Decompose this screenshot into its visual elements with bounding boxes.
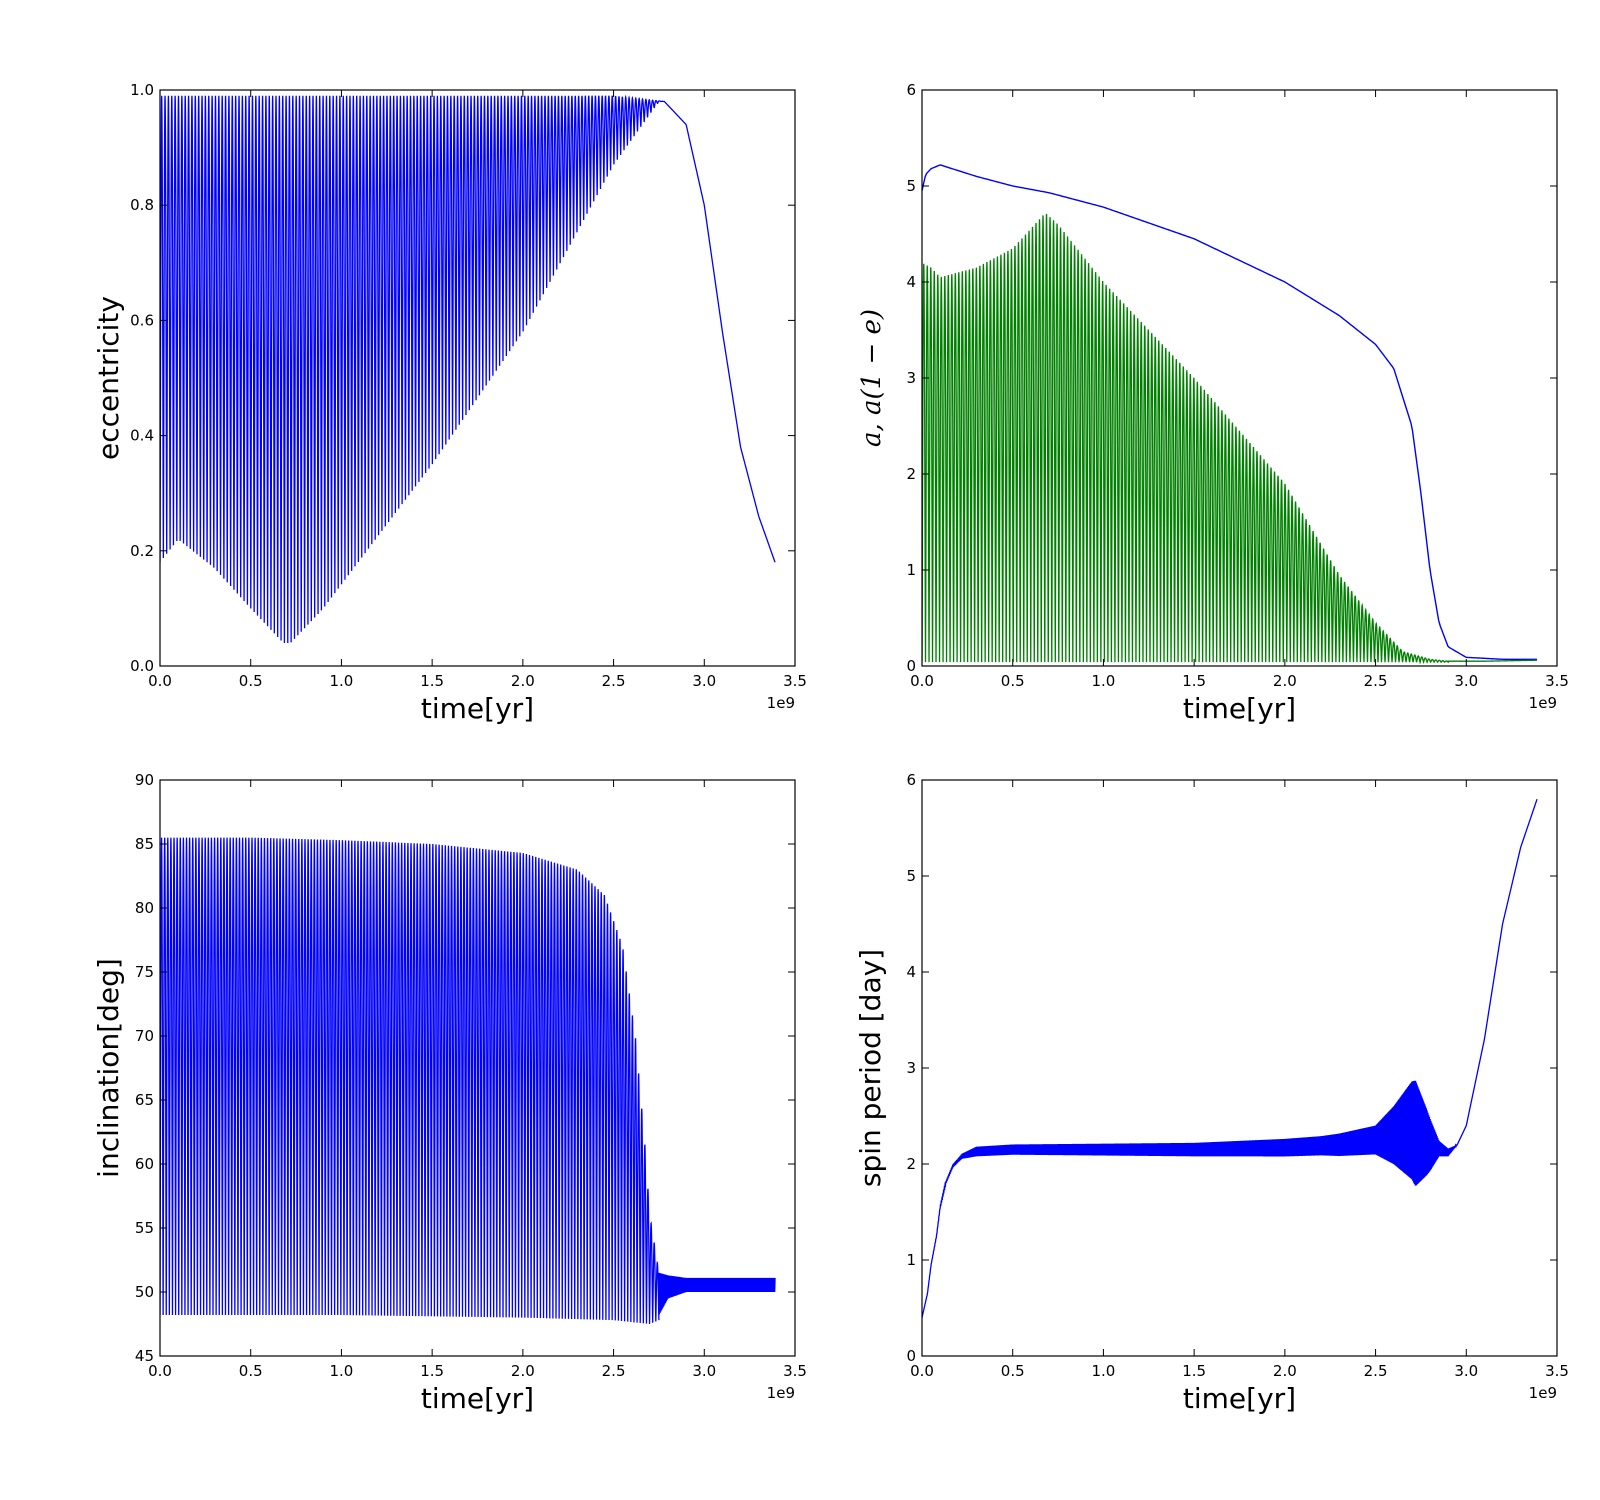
spin-period-xtick-label: 2.5 xyxy=(1364,1362,1388,1380)
semimajor-axis-ytick-label: 4 xyxy=(906,273,916,291)
spin-period-xtick-label: 3.0 xyxy=(1454,1362,1478,1380)
inclination-plot-area xyxy=(160,837,776,1324)
semimajor-axis-xtick-label: 3.5 xyxy=(1545,672,1569,690)
inclination-ytick-label: 55 xyxy=(135,1219,154,1237)
semimajor-axis-xtick-label: 1.0 xyxy=(1091,672,1115,690)
inclination-xtick-label: 3.0 xyxy=(692,1362,716,1380)
eccentricity-plot-area xyxy=(160,94,776,643)
inclination-axes-frame xyxy=(159,779,796,1357)
subplot-inclination: 0.0 0.5 1.0 1.5 2.0 2.5 3.0 3.5 45 50 55 60 65 70 75 80… xyxy=(92,771,807,1415)
semimajor-axis-ytick-label: 5 xyxy=(906,177,916,195)
spin-period-ytick-label: 1 xyxy=(906,1251,916,1269)
semimajor-axis-ytick-label: 0 xyxy=(906,657,916,675)
eccentricity-xtick-label: 1.0 xyxy=(329,672,353,690)
spin-period-ytick-label: 3 xyxy=(906,1059,916,1077)
inclination-ylabel: inclination[deg] xyxy=(92,958,125,1178)
inclination-xtick-label: 2.0 xyxy=(511,1362,535,1380)
spin-period-xtick-label: 3.5 xyxy=(1545,1362,1569,1380)
eccentricity-xtick-label: 1.5 xyxy=(420,672,444,690)
eccentricity-series-1-line xyxy=(160,94,776,643)
semimajor-axis-ylabel: a, a(1 − e) xyxy=(857,309,887,447)
inclination-xtick-label: 2.5 xyxy=(602,1362,626,1380)
eccentricity-ytick-label: 0.2 xyxy=(130,542,154,560)
semimajor-axis-series-1-line xyxy=(922,164,1538,660)
eccentricity-ytick-label: 0.6 xyxy=(130,311,154,329)
spin-period-xtick-label: 1.5 xyxy=(1182,1362,1206,1380)
inclination-xtick-label: 1.0 xyxy=(329,1362,353,1380)
eccentricity-axes-frame xyxy=(159,89,796,667)
inclination-series-1-line xyxy=(160,837,660,1324)
spin-period-ytick-label: 6 xyxy=(906,771,916,789)
semimajor-axis-xtick-label: 2.5 xyxy=(1364,672,1388,690)
semimajor-axis-x-offset-label: 1e9 xyxy=(1529,694,1557,712)
inclination-ytick-label: 70 xyxy=(135,1027,154,1045)
eccentricity-xlabel: time[yr] xyxy=(421,692,534,725)
eccentricity-xtick-label: 2.5 xyxy=(602,672,626,690)
inclination-ytick-label: 65 xyxy=(135,1091,154,1109)
semimajor-axis-xtick-label: 2.0 xyxy=(1273,672,1297,690)
semimajor-axis-plot-area xyxy=(922,164,1538,665)
inclination-ytick-label: 80 xyxy=(135,899,154,917)
inclination-ytick-label: 60 xyxy=(135,1155,154,1173)
semimajor-axis-xtick-label: 3.0 xyxy=(1454,672,1478,690)
eccentricity-xtick-label: 3.5 xyxy=(783,672,807,690)
spin-period-ytick-label: 2 xyxy=(906,1155,916,1173)
eccentricity-ytick-label: 1.0 xyxy=(130,81,154,99)
subplot-semimajor-axis: 0.0 0.5 1.0 1.5 2.0 2.5 3.0 3.5 0 1 2 3 4 5 6 1e9 time[y… xyxy=(857,81,1569,725)
inclination-xtick-label: 0.5 xyxy=(239,1362,263,1380)
eccentricity-ytick-label: 0.0 xyxy=(130,657,154,675)
eccentricity-ylabel: eccentricity xyxy=(92,296,125,460)
eccentricity-xtick-label: 0.0 xyxy=(148,672,172,690)
inclination-ytick-label: 75 xyxy=(135,963,154,981)
spin-period-series-1-line xyxy=(922,798,1538,1318)
eccentricity-xtick-label: 2.0 xyxy=(511,672,535,690)
spin-period-ytick-label: 0 xyxy=(906,1347,916,1365)
spin-period-xtick-label: 0.0 xyxy=(910,1362,934,1380)
semimajor-axis-xlabel: time[yr] xyxy=(1183,692,1296,725)
spin-period-ytick-label: 5 xyxy=(906,867,916,885)
inclination-xtick-label: 1.5 xyxy=(420,1362,444,1380)
eccentricity-x-offset-label: 1e9 xyxy=(767,694,795,712)
semimajor-axis-ytick-label: 1 xyxy=(906,561,916,579)
spin-period-x-offset-label: 1e9 xyxy=(1529,1384,1557,1402)
inclination-ytick-label: 45 xyxy=(135,1347,154,1365)
spin-period-ylabel: spin period [day] xyxy=(854,949,887,1187)
eccentricity-xtick-label: 3.0 xyxy=(692,672,716,690)
spin-period-plot-area xyxy=(922,798,1538,1318)
eccentricity-ytick-label: 0.8 xyxy=(130,196,154,214)
semimajor-axis-xtick-label: 0.0 xyxy=(910,672,934,690)
subplot-spin-period: 0.0 0.5 1.0 1.5 2.0 2.5 3.0 3.5 0 1 2 3 4 5 6 1e9 time[y… xyxy=(854,771,1569,1415)
inclination-xlabel: time[yr] xyxy=(421,1382,534,1415)
inclination-ytick-label: 90 xyxy=(135,771,154,789)
spin-period-xtick-label: 0.5 xyxy=(1001,1362,1025,1380)
inclination-x-offset-label: 1e9 xyxy=(767,1384,795,1402)
semimajor-axis-ytick-label: 6 xyxy=(906,81,916,99)
eccentricity-ytick-label: 0.4 xyxy=(130,427,154,445)
semimajor-axis-ytick-label: 3 xyxy=(906,369,916,387)
semimajor-axis-series-2-line xyxy=(922,213,1538,665)
inclination-xtick-label: 3.5 xyxy=(783,1362,807,1380)
semimajor-axis-ytick-label: 2 xyxy=(906,465,916,483)
inclination-xtick-label: 0.0 xyxy=(148,1362,172,1380)
inclination-series-1-tail-band xyxy=(658,1272,776,1315)
subplot-eccentricity: 0.0 0.5 1.0 1.5 2.0 2.5 3.0 3.5 0.0 0.2 0.4 0.6 0.8 1… xyxy=(92,81,807,725)
spin-period-xlabel: time[yr] xyxy=(1183,1382,1296,1415)
semimajor-axis-xtick-label: 0.5 xyxy=(1001,672,1025,690)
spin-period-xtick-label: 1.0 xyxy=(1091,1362,1115,1380)
spin-period-ytick-label: 4 xyxy=(906,963,916,981)
inclination-ytick-label: 85 xyxy=(135,835,154,853)
spin-period-xtick-label: 2.0 xyxy=(1273,1362,1297,1380)
semimajor-axis-xtick-label: 1.5 xyxy=(1182,672,1206,690)
eccentricity-xtick-label: 0.5 xyxy=(239,672,263,690)
inclination-ytick-label: 50 xyxy=(135,1283,154,1301)
